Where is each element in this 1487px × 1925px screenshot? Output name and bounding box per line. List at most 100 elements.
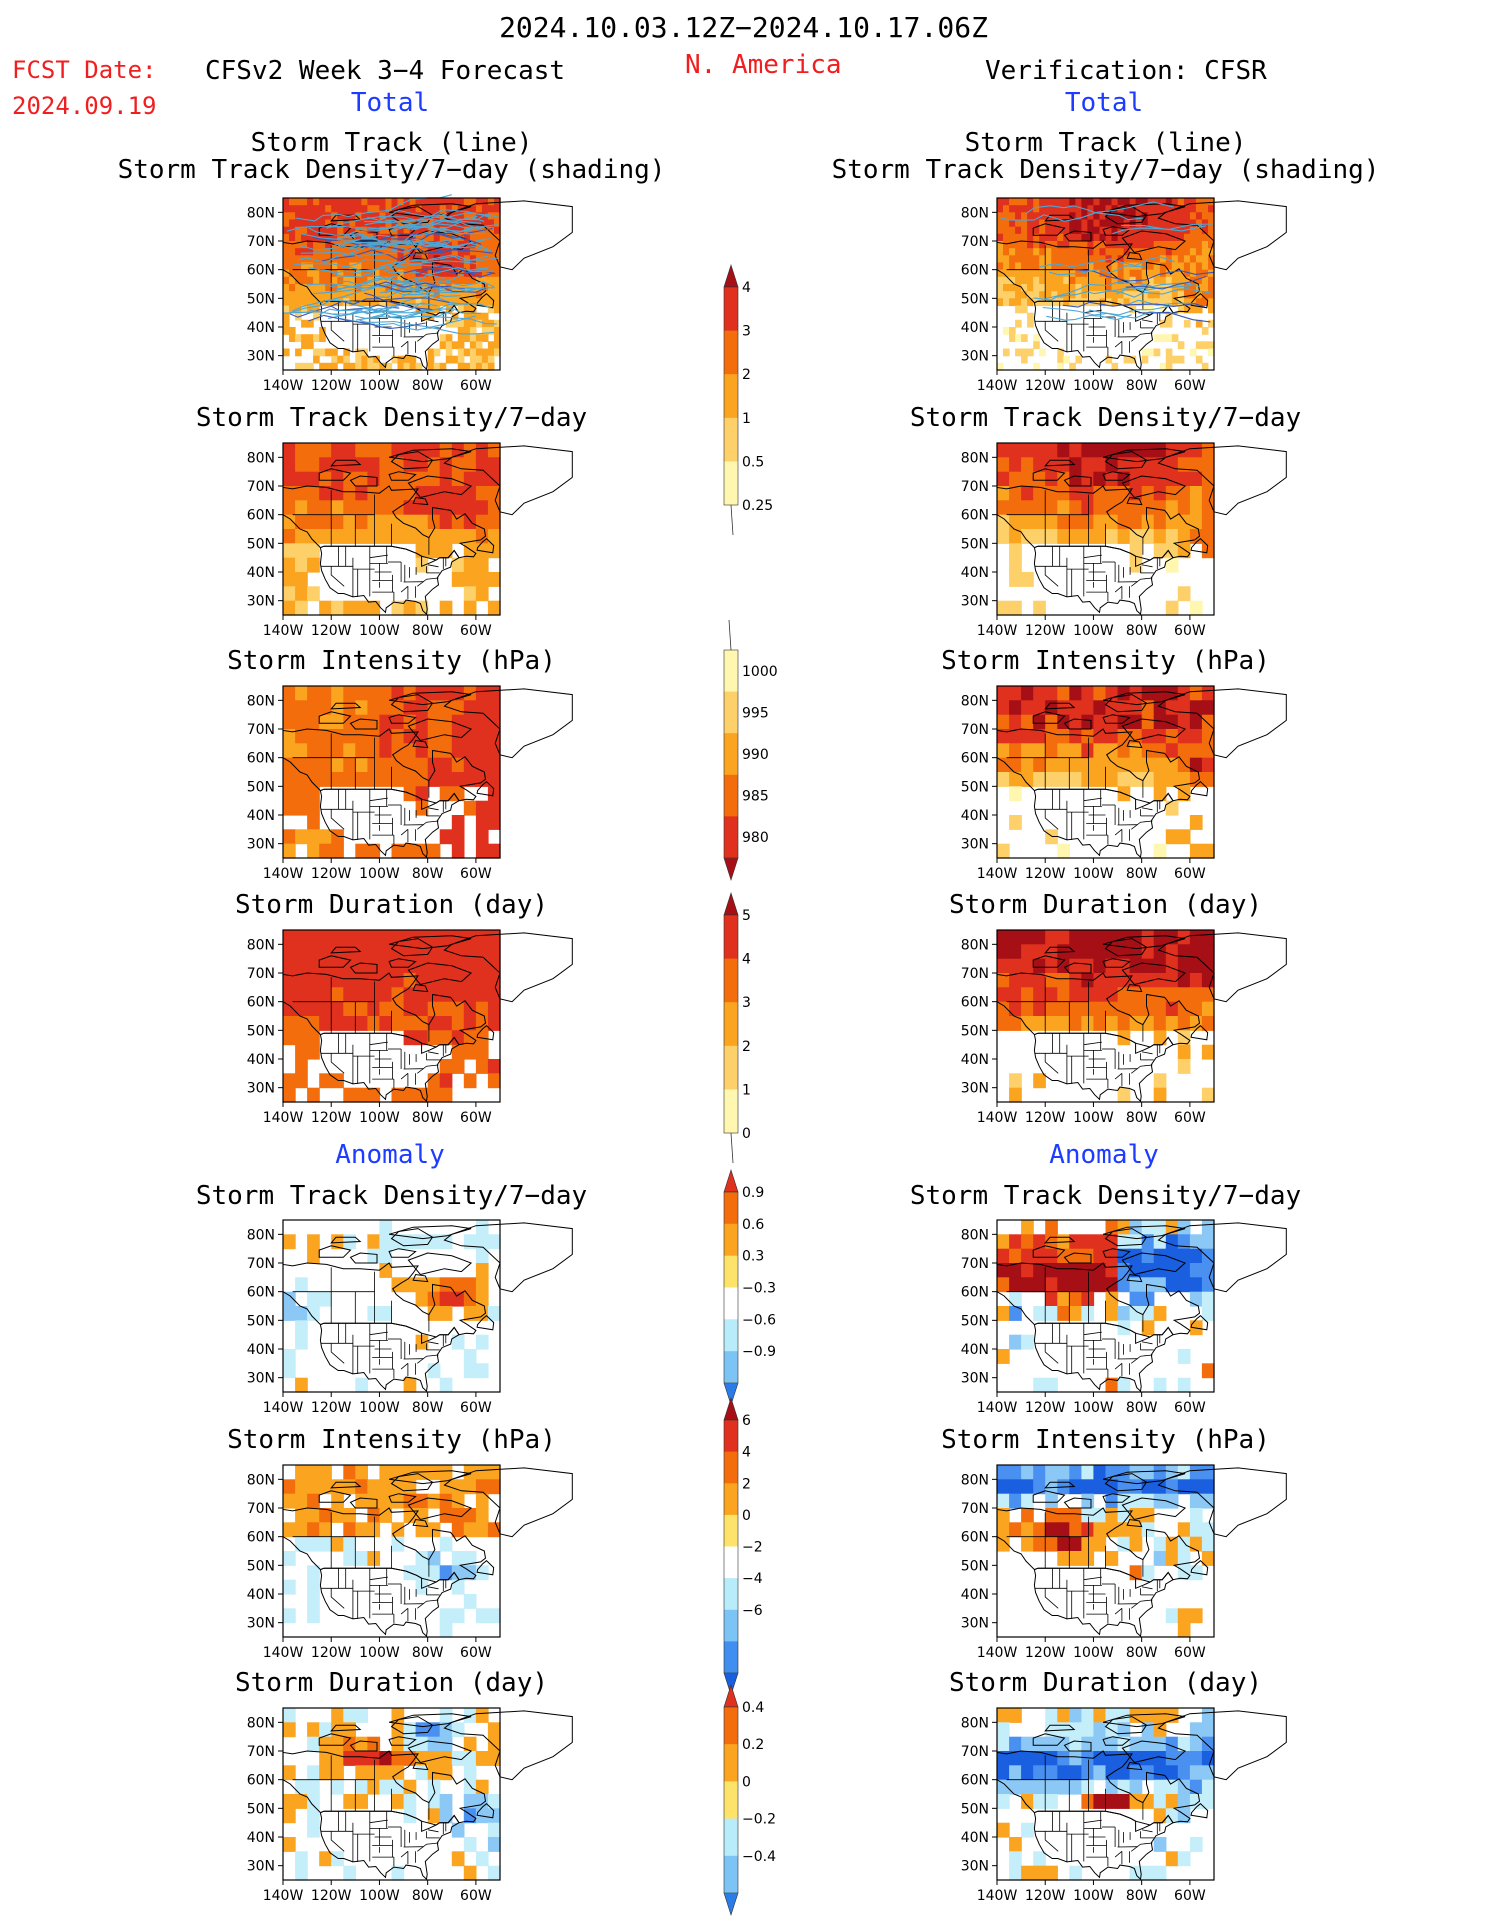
shading-cell — [1147, 348, 1155, 357]
shading-cell — [1135, 241, 1143, 249]
shading-cell — [1189, 1837, 1203, 1852]
shading-cell — [391, 457, 405, 473]
shading-cell — [1189, 1277, 1203, 1293]
shading-cell — [331, 1508, 344, 1523]
colorbar-label: 2 — [742, 367, 751, 383]
shading-cell — [1141, 1794, 1155, 1809]
shading-cell — [1117, 757, 1131, 773]
shading-cell — [379, 291, 386, 299]
shading-cell — [494, 305, 501, 314]
shading-cell — [1081, 241, 1088, 249]
shading-cell — [433, 269, 441, 278]
shading-cell — [1081, 1479, 1095, 1495]
shading-cell — [295, 276, 302, 285]
coastline — [1121, 718, 1187, 742]
shading-cell — [997, 729, 1010, 744]
shading-cell — [1015, 219, 1022, 228]
shading-cell — [475, 1248, 489, 1264]
shading-cell — [463, 212, 471, 221]
lon-tick-label: 80W — [412, 623, 444, 639]
shading-cell — [1087, 219, 1094, 228]
shading-cell — [451, 1822, 465, 1838]
shading-cell — [283, 262, 290, 271]
lat-tick-label: 60N — [247, 751, 275, 767]
shading-cell — [1129, 1220, 1143, 1235]
shading-cell — [1015, 319, 1022, 328]
shading-cell — [997, 233, 1004, 242]
shading-cell — [343, 1794, 356, 1809]
shading-cell — [1153, 843, 1167, 859]
shading-cell — [475, 334, 483, 342]
shading-cell — [379, 944, 393, 960]
coastline — [1102, 1493, 1131, 1503]
shading-cell — [1201, 1522, 1215, 1538]
shading-cell — [1189, 1522, 1203, 1538]
colorbar-band — [724, 417, 738, 462]
shading-cell — [475, 586, 489, 602]
shading-cell — [1015, 284, 1022, 292]
shading-cell — [385, 219, 393, 228]
shading-cell — [475, 362, 483, 371]
shading-cell — [457, 226, 465, 235]
shading-cell — [349, 276, 356, 285]
coastline — [1157, 1222, 1287, 1293]
shading-cell — [1063, 248, 1070, 256]
shading-cell — [1069, 973, 1082, 988]
shading-cell — [415, 930, 429, 945]
shading-cell — [1195, 355, 1203, 364]
shading-cell — [1141, 486, 1155, 501]
lat-tick-label: 30N — [961, 349, 989, 365]
storm-track-line — [346, 241, 493, 254]
colorbar-band — [724, 816, 738, 859]
shading-cell — [1141, 686, 1155, 701]
shading-cell — [1141, 1751, 1155, 1766]
shading-cell — [487, 1808, 501, 1824]
shading-cell — [1147, 241, 1155, 249]
shading-cell — [1033, 219, 1040, 228]
colorbar-label: −0.9 — [742, 1344, 776, 1360]
shading-cell — [289, 291, 296, 299]
shading-cell — [295, 248, 302, 256]
shading-cell — [1201, 298, 1209, 307]
shading-cell — [319, 1765, 332, 1781]
shading-cell — [379, 1306, 393, 1321]
shading-cell — [475, 276, 483, 285]
shading-cell — [1045, 443, 1058, 458]
shading-cell — [391, 1016, 405, 1031]
shading-cell — [391, 944, 405, 960]
shading-cell — [379, 486, 393, 501]
shading-cell — [1051, 233, 1058, 242]
shading-cell — [409, 205, 417, 213]
colorbar-band — [724, 330, 738, 375]
shading-cell — [307, 1016, 320, 1031]
shading-cell — [355, 1708, 368, 1723]
shading-cell — [463, 1479, 477, 1495]
shading-cell — [1057, 757, 1070, 773]
coastline — [1033, 1032, 1174, 1103]
shading-cell — [494, 262, 501, 271]
shading-cell — [445, 255, 453, 264]
shading-cell — [1141, 729, 1155, 744]
lat-tick-label: 70N — [961, 1501, 989, 1517]
shading-cell — [1033, 241, 1040, 249]
shading-cell — [403, 248, 411, 256]
lat-tick-label: 70N — [961, 966, 989, 982]
shading-cell — [1021, 269, 1028, 278]
shading-cell — [487, 305, 495, 314]
shading-cell — [313, 276, 320, 285]
shading-cell — [1189, 212, 1197, 221]
shading-cell — [1039, 284, 1046, 292]
shading-cell — [469, 341, 477, 350]
shading-cell — [1189, 1736, 1203, 1752]
shading-cell — [319, 226, 326, 235]
shading-cell — [1105, 1751, 1119, 1766]
shading-cell — [283, 457, 296, 473]
shading-cell — [1009, 529, 1022, 544]
coastline — [1044, 1724, 1076, 1732]
shading-cell — [451, 1565, 465, 1581]
colorbar-band — [724, 958, 738, 1003]
shading-cell — [307, 557, 320, 573]
shading-cell — [1069, 233, 1076, 242]
shading-cell — [1045, 219, 1052, 228]
